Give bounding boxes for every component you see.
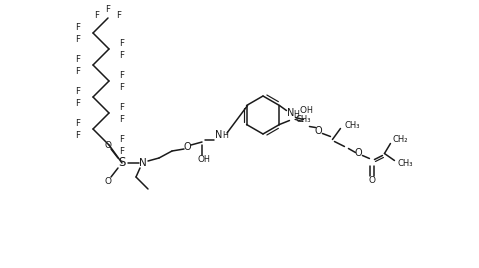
Text: F: F — [105, 5, 111, 13]
Text: F: F — [76, 118, 80, 128]
Text: H: H — [222, 132, 228, 140]
Text: O: O — [354, 147, 362, 158]
Text: O: O — [104, 177, 112, 185]
Text: O: O — [369, 176, 376, 185]
Text: O: O — [183, 142, 191, 152]
Text: F: F — [119, 50, 125, 59]
Text: N: N — [287, 109, 294, 118]
Text: H: H — [203, 155, 209, 165]
Text: F: F — [119, 83, 125, 91]
Text: O: O — [197, 155, 205, 165]
Text: F: F — [119, 147, 125, 155]
Text: F: F — [119, 39, 125, 47]
Text: O: O — [315, 125, 322, 136]
Text: CH₃: CH₃ — [398, 159, 413, 168]
Text: F: F — [76, 131, 80, 140]
Text: O: O — [104, 140, 112, 150]
Text: CH₂: CH₂ — [392, 135, 408, 144]
Text: F: F — [76, 66, 80, 76]
Text: H: H — [307, 106, 312, 115]
Text: F: F — [76, 87, 80, 95]
Text: N: N — [216, 130, 223, 140]
Text: F: F — [116, 10, 122, 20]
Text: F: F — [119, 114, 125, 124]
Text: F: F — [76, 54, 80, 64]
Text: F: F — [76, 35, 80, 43]
Text: F: F — [94, 10, 100, 20]
Text: CH₃: CH₃ — [296, 115, 311, 124]
Text: O: O — [300, 106, 307, 115]
Text: F: F — [119, 135, 125, 143]
Text: F: F — [119, 102, 125, 111]
Text: N: N — [139, 158, 147, 168]
Text: S: S — [118, 157, 125, 169]
Text: F: F — [76, 23, 80, 32]
Text: CH₃: CH₃ — [344, 121, 360, 130]
Text: F: F — [119, 70, 125, 80]
Text: F: F — [76, 99, 80, 107]
Text: H: H — [294, 110, 299, 119]
